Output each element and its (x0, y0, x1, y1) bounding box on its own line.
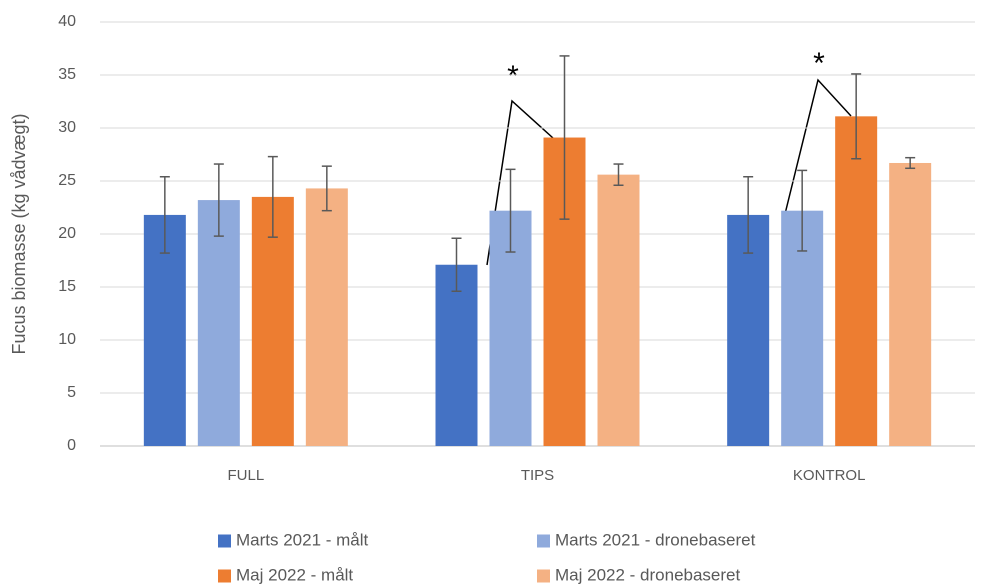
legend-label: Maj 2022 - dronebaseret (555, 565, 741, 584)
error-bar (451, 237, 462, 292)
bar (305, 188, 348, 447)
y-tick-label: 35 (58, 66, 76, 83)
annotation: * (507, 60, 519, 93)
error-bar (851, 73, 862, 160)
legend-swatch (537, 534, 550, 548)
error-bar (613, 163, 624, 186)
y-tick-label: 40 (58, 13, 76, 30)
significance-line (784, 78, 852, 215)
error-bar (559, 55, 570, 220)
y-tick-label: 25 (58, 172, 76, 189)
y-tick-label: 15 (58, 278, 76, 295)
legend-swatch (537, 569, 550, 583)
error-bar (505, 168, 516, 253)
bar (251, 196, 294, 446)
error-bar (213, 163, 224, 237)
legend-label: Maj 2022 - målt (236, 565, 353, 584)
error-bar (743, 176, 754, 254)
error-bar (267, 155, 278, 238)
y-tick-label: 10 (58, 331, 76, 348)
error-bar (159, 176, 170, 254)
error-bar (321, 165, 332, 212)
annotation: * (813, 47, 825, 80)
legend-label: Marts 2021 - målt (236, 530, 369, 549)
y-tick-label: 30 (58, 119, 76, 136)
bar (835, 116, 878, 446)
x-tick-label: KONTROL (793, 467, 866, 484)
error-bar (905, 156, 916, 170)
legend-swatch (218, 534, 231, 548)
error-bar (797, 169, 808, 252)
bar (889, 162, 932, 447)
x-tick-label: FULL (227, 467, 264, 484)
y-tick-label: 0 (67, 437, 76, 454)
y-axis-label: Fucus biomasse (kg vådvægt) (9, 113, 29, 354)
legend-label: Marts 2021 - dronebaseret (555, 530, 756, 549)
significance-line (486, 99, 554, 266)
x-tick-label: TIPS (521, 467, 554, 484)
y-tick-label: 20 (58, 225, 76, 242)
y-tick-label: 5 (67, 384, 76, 401)
bar (597, 174, 640, 446)
bar (197, 200, 240, 446)
bar (435, 264, 478, 446)
legend-swatch (218, 569, 231, 583)
